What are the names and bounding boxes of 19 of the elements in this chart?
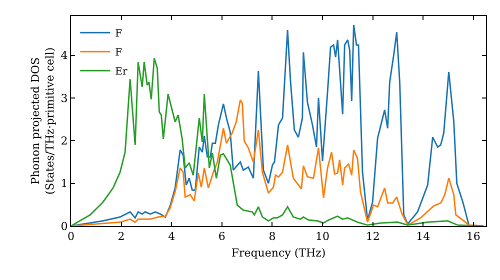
x-tick-label: 4 [168, 230, 176, 244]
x-tick-label: 2 [118, 230, 125, 244]
y-tick-label: 3 [60, 92, 68, 105]
x-tick-label: 12 [366, 230, 380, 244]
legend-label: Er [115, 66, 128, 78]
legend-label: F [115, 48, 122, 58]
x-tick-label: 6 [218, 230, 226, 244]
x-axis-title: Frequency (THz) [231, 246, 326, 260]
y-tick-label: 4 [60, 49, 68, 62]
legend-label: F [115, 28, 122, 40]
y-tick-label: 2 [60, 134, 68, 148]
x-tick-label: 8 [268, 230, 276, 244]
x-tick-label: 14 [416, 230, 430, 244]
y-tick-label: 0 [60, 220, 68, 233]
y-tick-label: 1 [60, 177, 68, 190]
line-series [71, 58, 484, 226]
y-axis-title: Phonon projected DOS (States/THz·primitive cell) [29, 47, 56, 195]
x-tick-label: 10 [316, 230, 330, 244]
x-tick-label: 16 [466, 230, 480, 244]
